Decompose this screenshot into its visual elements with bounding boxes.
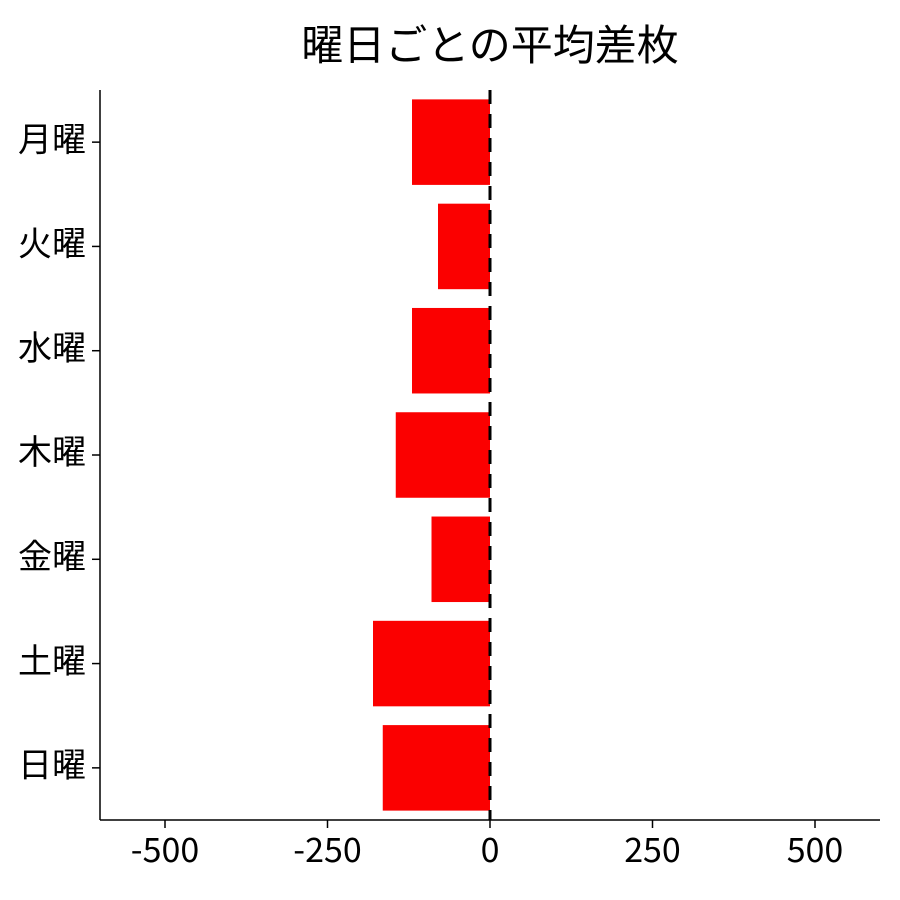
bar [412, 99, 490, 185]
x-tick-label: 500 [787, 823, 844, 872]
bar [373, 621, 490, 707]
x-tick-label: -250 [293, 823, 361, 872]
x-tick-label: -500 [131, 823, 199, 872]
y-tick-label: 木曜 [18, 425, 86, 474]
bar [438, 204, 490, 290]
chart-title: 曜日ごとの平均差枚 [301, 12, 679, 73]
y-tick-label: 月曜 [18, 112, 86, 161]
chart-container: 曜日ごとの平均差枚 月曜火曜水曜木曜金曜土曜日曜 -500 -250 0 250 500 [0, 0, 900, 900]
y-tick-label: 土曜 [18, 634, 86, 683]
bar [432, 517, 491, 603]
y-tick-label: 火曜 [18, 217, 86, 266]
plot-area: 月曜火曜水曜木曜金曜土曜日曜 -500 -250 0 250 500 [18, 90, 880, 872]
chart-svg: 曜日ごとの平均差枚 月曜火曜水曜木曜金曜土曜日曜 -500 -250 0 250 500 [0, 0, 900, 900]
bar [412, 308, 490, 394]
bar [396, 412, 490, 498]
y-tick-label: 日曜 [18, 738, 86, 787]
x-tick-label: 250 [624, 823, 681, 872]
x-tick-label: 0 [481, 823, 500, 872]
y-tick-label: 水曜 [18, 321, 86, 370]
y-tick-label: 金曜 [18, 530, 86, 579]
bar [383, 725, 490, 811]
